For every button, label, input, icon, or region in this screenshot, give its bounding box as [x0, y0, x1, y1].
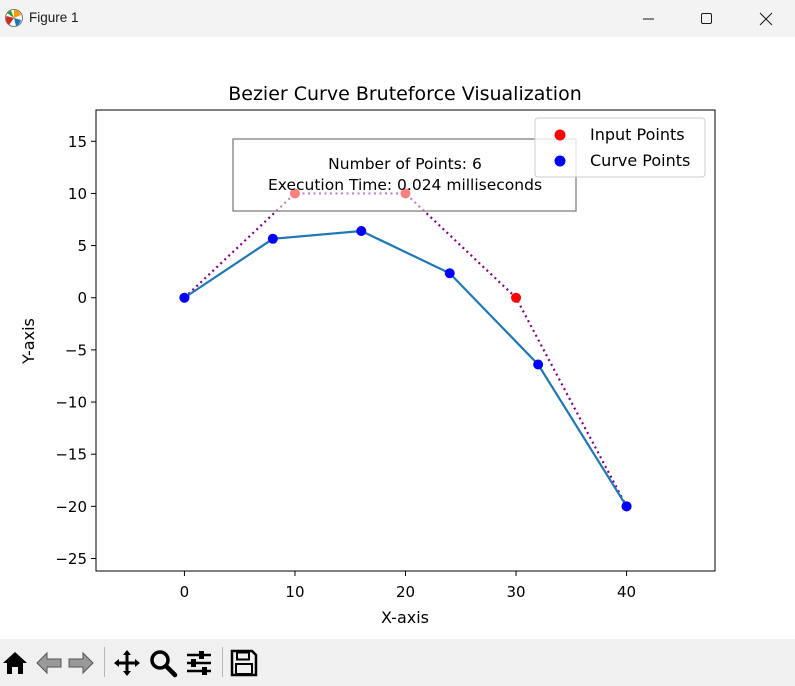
back-icon: [36, 651, 62, 675]
navigation-toolbar: [0, 639, 795, 686]
save-button[interactable]: [229, 648, 259, 678]
maximize-icon: [701, 13, 712, 24]
home-button[interactable]: [0, 648, 30, 678]
y-tick-label: 0: [77, 289, 87, 307]
minimize-button[interactable]: [620, 0, 678, 37]
home-icon: [3, 652, 27, 674]
curve-point: [179, 292, 190, 303]
x-tick-label: 40: [617, 583, 636, 601]
plot-frame: [95, 109, 716, 572]
back-button[interactable]: [34, 648, 64, 678]
chart: Bezier Curve Bruteforce Visualization 0 1…: [19, 83, 716, 627]
pan-button[interactable]: [112, 648, 142, 678]
maximize-button[interactable]: [678, 0, 736, 37]
toolbar-separator: [104, 647, 105, 677]
bezier-curve-line: [183, 229, 628, 507]
series: [179, 188, 632, 512]
forward-icon: [68, 651, 94, 675]
x-axis-label: X-axis: [381, 608, 429, 627]
y-tick-label: −15: [55, 446, 87, 464]
configure-subplots-button[interactable]: [184, 648, 214, 678]
matplotlib-icon: [5, 9, 23, 27]
y-tick-label: −5: [65, 341, 87, 359]
figure-canvas[interactable]: Bezier Curve Bruteforce Visualization 0 1…: [0, 37, 795, 639]
y-tick-label: 15: [68, 133, 87, 151]
toolbar-separator: [222, 647, 223, 677]
curve-point: [533, 359, 544, 370]
y-tick-label: −20: [55, 498, 87, 516]
x-tick-label: 20: [396, 583, 415, 601]
y-tick-label: 10: [68, 185, 87, 203]
pan-icon: [114, 650, 140, 676]
y-tick-label: 5: [77, 237, 87, 255]
zoom-button[interactable]: [148, 648, 178, 678]
save-icon: [230, 649, 258, 677]
window-title: Figure 1: [29, 10, 79, 25]
zoom-icon: [150, 650, 178, 678]
y-axis-label: Y-axis: [19, 318, 38, 365]
legend-frame: [534, 117, 706, 178]
curve-point: [356, 225, 367, 236]
axes: 0 10 20 30 40 15 10 5 0 −5 −10 −15 −20 −25: [55, 109, 716, 601]
legend: Input Points Curve Points: [534, 117, 706, 178]
y-tick-label: −25: [55, 550, 87, 568]
annotation-frame: [232, 138, 577, 212]
x-tick-label: 0: [180, 583, 190, 601]
legend-label: Input Points: [590, 125, 685, 144]
forward-button[interactable]: [66, 648, 96, 678]
curve-point: [267, 233, 278, 244]
chart-title: Bezier Curve Bruteforce Visualization: [228, 83, 582, 105]
title-bar: Figure 1: [0, 0, 795, 37]
legend-label: Curve Points: [590, 151, 690, 170]
input-point: [511, 292, 522, 303]
curve-point: [621, 501, 632, 512]
x-tick-label: 10: [285, 583, 304, 601]
configure-subplots-icon: [187, 651, 211, 675]
legend-marker: [554, 129, 566, 141]
annotation-line: Execution Time: 0.024 milliseconds: [268, 176, 542, 194]
annotation-box: Number of Points: 6 Execution Time: 0.024…: [232, 138, 577, 212]
y-tick-label: −10: [55, 394, 87, 412]
annotation-line: Number of Points: 6: [328, 155, 482, 173]
close-button[interactable]: [737, 0, 795, 37]
curve-point: [444, 268, 455, 279]
legend-marker: [554, 155, 566, 167]
minimize-icon: [643, 18, 654, 20]
close-icon: [759, 12, 773, 26]
x-tick-label: 30: [506, 583, 525, 601]
input-control-polygon: [183, 192, 628, 507]
